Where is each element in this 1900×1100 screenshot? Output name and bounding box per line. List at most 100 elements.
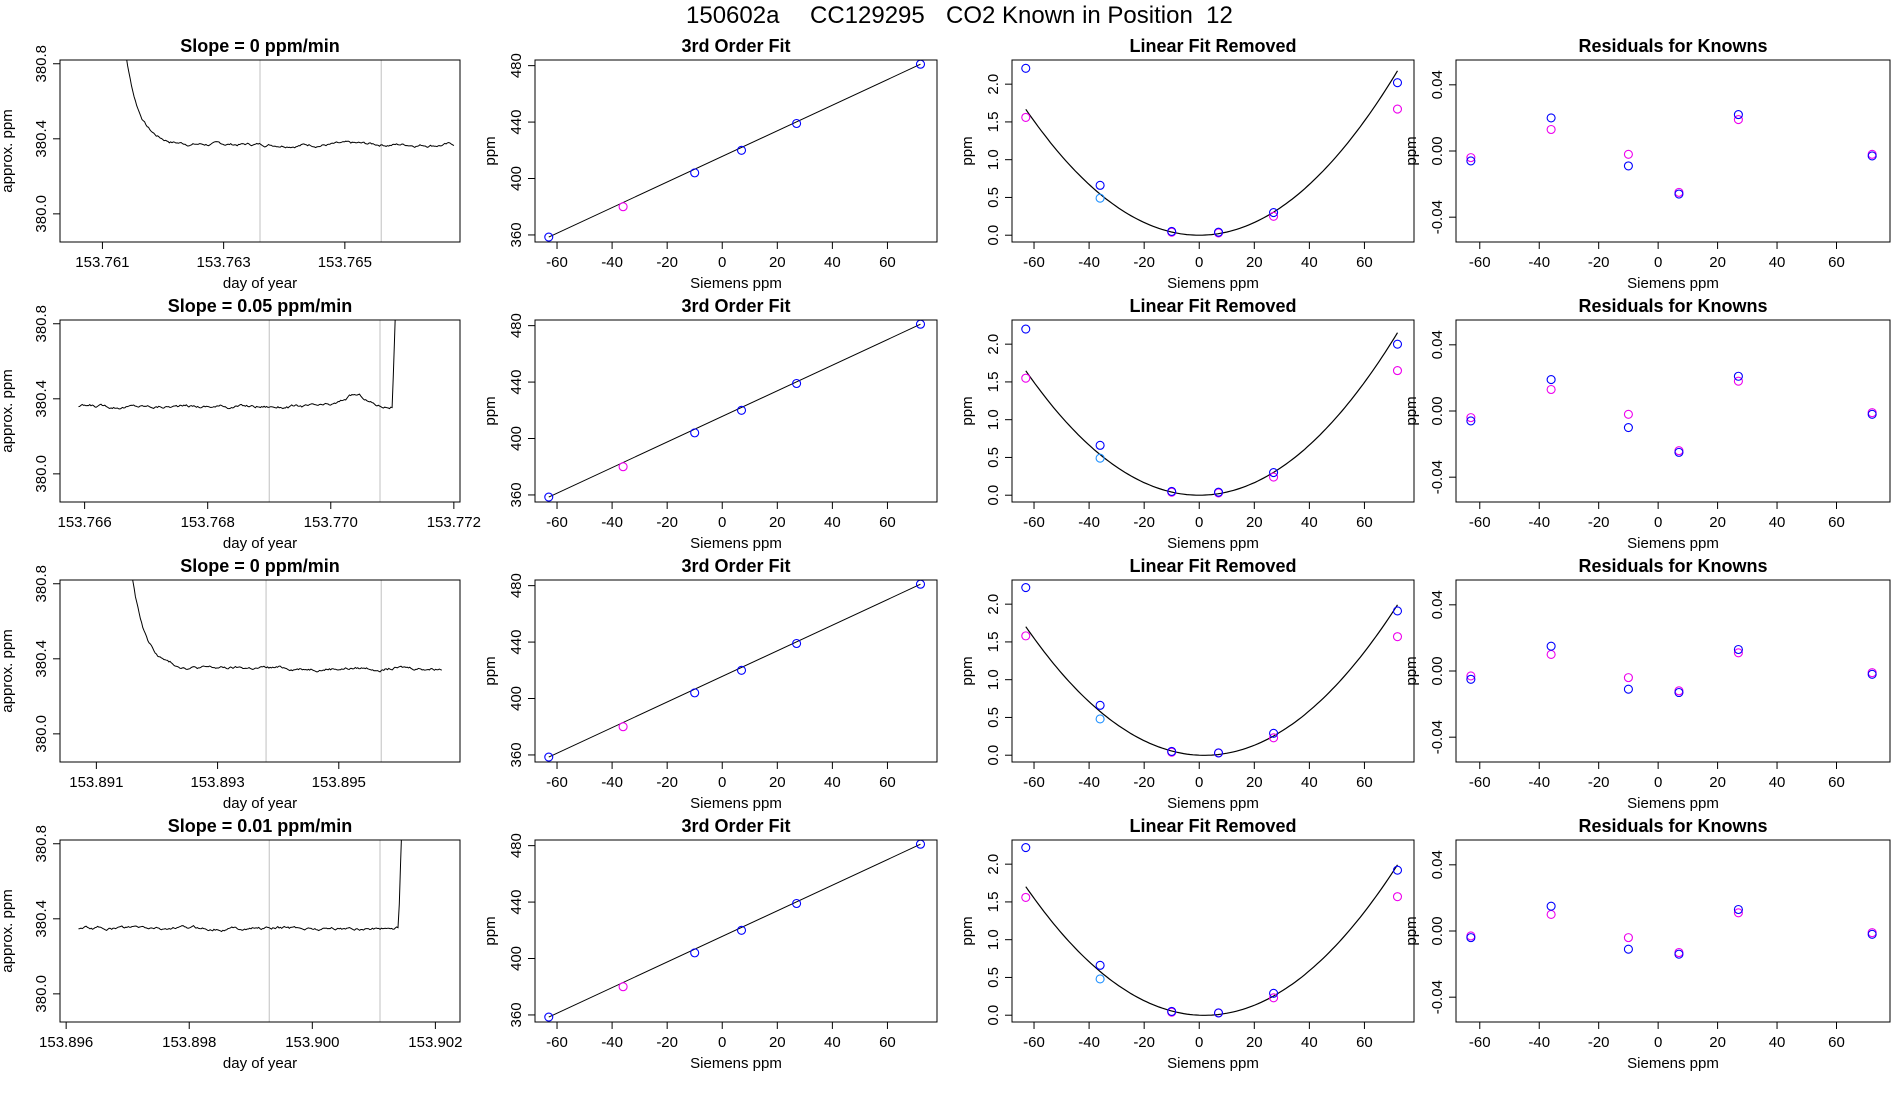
trace-line: [132, 580, 442, 673]
point-magenta: [1269, 733, 1279, 743]
plot-frame: [1011, 59, 1415, 243]
x-tick-label: 153.766: [57, 514, 111, 531]
plot-area: [78, 320, 396, 502]
y-tick-label: 360: [508, 482, 525, 507]
point-blue: [1674, 189, 1684, 199]
y-tick-label: 440: [508, 110, 525, 135]
fit-curve: [1025, 864, 1399, 1016]
point-magenta: [1021, 631, 1031, 641]
y-tick-label: 1.5: [985, 631, 1002, 652]
x-tick-label: -60: [1469, 774, 1491, 791]
plot-frame: [1455, 59, 1891, 243]
panel-trace-row-3: Slope = 0.01 ppm/min day of year approx. p…: [0, 816, 463, 1072]
x-axis-label: Siemens ppm: [1167, 535, 1259, 552]
y-tick-label: 380.8: [33, 305, 50, 343]
y-axis-label: ppm: [959, 396, 976, 425]
y-tick-label: 400: [508, 946, 525, 971]
y-tick-label: 380.0: [33, 195, 50, 233]
y-axis-label: ppm: [1403, 916, 1420, 945]
plot-frame: [1455, 319, 1891, 503]
y-tick-label: 380.0: [33, 975, 50, 1013]
point-blue: [1021, 843, 1031, 853]
point-magenta: [1269, 211, 1279, 221]
point-magenta: [1392, 366, 1403, 376]
y-axis-label: ppm: [1403, 136, 1420, 165]
y-tick-label: 0.00: [1429, 396, 1446, 425]
plot-frame: [59, 59, 461, 243]
y-tick-label: 480: [508, 53, 525, 78]
y-tick-label: 380.0: [33, 715, 50, 753]
y-tick-label: 0.0: [985, 485, 1002, 506]
point-blue: [690, 948, 700, 958]
x-tick-label: -20: [1588, 1034, 1610, 1051]
x-tick-label: -20: [656, 514, 678, 531]
x-tick-label: -60: [546, 254, 568, 271]
point-blue: [1733, 110, 1743, 120]
y-tick-label: 0.04: [1429, 850, 1446, 879]
y-tick-label: 0.5: [985, 707, 1002, 728]
y-tick-label: 0.5: [985, 447, 1002, 468]
plot-frame: [1455, 839, 1891, 1023]
point-blue: [792, 378, 802, 389]
fit-line: [548, 583, 921, 758]
point-blue: [736, 665, 747, 675]
point-magenta: [1466, 153, 1476, 163]
fit-line: [548, 843, 921, 1018]
panel-title: 3rd Order Fit: [681, 556, 790, 576]
point-blue: [1466, 156, 1476, 166]
x-tick-label: 60: [879, 774, 896, 791]
x-axis-label: Siemens ppm: [1627, 535, 1719, 552]
point-magenta: [1733, 648, 1743, 658]
plot-frame: [534, 579, 938, 763]
point-magenta: [1623, 933, 1633, 943]
point-magenta: [1021, 892, 1031, 902]
point-blue: [1546, 901, 1556, 911]
x-tick-label: -40: [601, 514, 623, 531]
panel-title: Slope = 0.05 ppm/min: [168, 296, 353, 316]
x-tick-label: 40: [824, 774, 841, 791]
point-blue: [1733, 644, 1743, 655]
y-tick-label: 1.0: [985, 149, 1002, 170]
x-axis-label: Siemens ppm: [690, 275, 782, 292]
x-axis-label: Siemens ppm: [690, 795, 782, 812]
point-magenta: [1546, 124, 1556, 135]
y-axis-label: ppm: [482, 136, 499, 165]
point-blue: [736, 925, 747, 935]
point-magenta: [1733, 376, 1743, 386]
plot-area: [544, 580, 926, 762]
y-tick-label: 0.04: [1429, 590, 1446, 619]
point-cyan: [1095, 714, 1105, 724]
point-magenta: [1392, 104, 1403, 114]
y-tick-label: 400: [508, 426, 525, 451]
point-blue: [1269, 467, 1279, 478]
y-tick-label: 2.0: [985, 854, 1002, 875]
point-magenta: [1623, 409, 1633, 419]
point-blue: [1167, 486, 1177, 496]
x-tick-label: 0: [718, 514, 726, 531]
y-tick-label: 0.0: [985, 225, 1002, 246]
fit-line: [548, 63, 921, 238]
y-tick-label: 440: [508, 370, 525, 395]
y-tick-label: 400: [508, 686, 525, 711]
point-blue: [1269, 207, 1279, 218]
plot-frame: [59, 319, 461, 503]
page-title: 150602a CC129295 CO2 Known in Position 1…: [0, 2, 1900, 32]
y-tick-label: 380.8: [33, 565, 50, 603]
panel-title: Residuals for Knowns: [1578, 816, 1767, 836]
plot-area: [126, 60, 455, 242]
point-blue: [1095, 960, 1105, 970]
panel-fit-row-1: 3rd Order Fit Siemens ppm ppm -60 -40 -20 0 20 4…: [482, 296, 938, 552]
panel-title: Residuals for Knowns: [1578, 296, 1767, 316]
point-blue: [1269, 728, 1279, 738]
trace-line: [126, 60, 455, 149]
plot-frame: [1011, 579, 1415, 763]
y-tick-label: 1.5: [985, 371, 1002, 392]
y-tick-label: 380.4: [33, 120, 50, 158]
point-blue: [690, 688, 700, 698]
panel-linear_removed-row-0: Linear Fit Removed Siemens ppm ppm -60 -40 -2…: [959, 36, 1415, 292]
fit-curve: [1025, 70, 1399, 236]
plot-frame: [534, 839, 938, 1023]
point-blue: [1392, 606, 1403, 616]
y-axis-label: approx. ppm: [0, 369, 16, 452]
